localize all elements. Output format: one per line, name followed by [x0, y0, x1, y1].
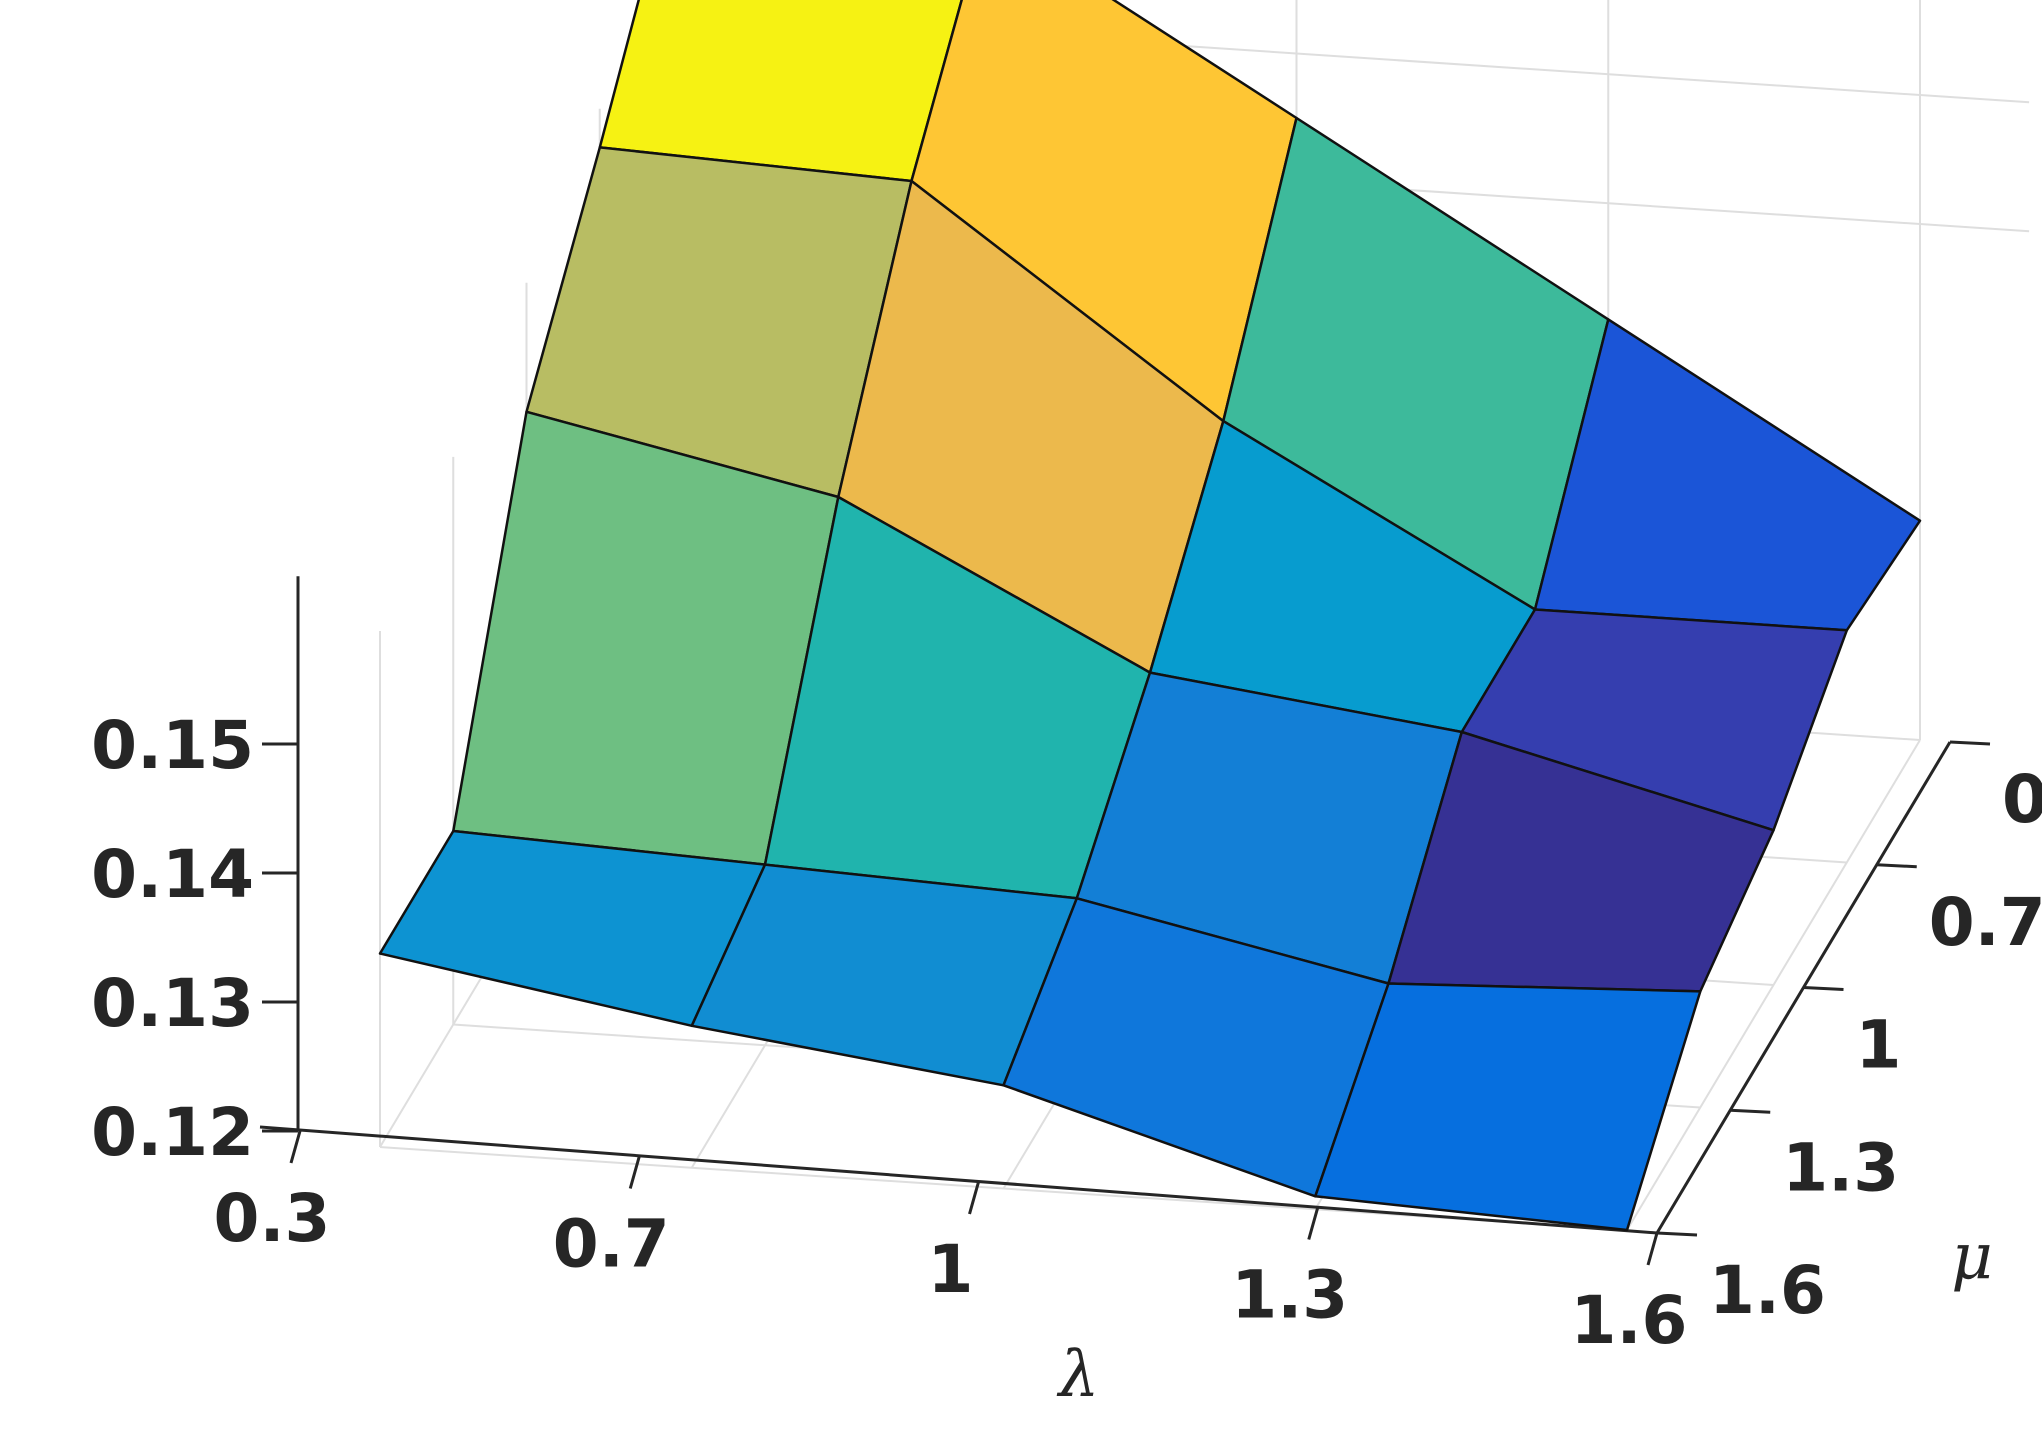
x-tick-mark: [1646, 1232, 1659, 1266]
y-tick-label: 1.3: [1782, 1129, 1899, 1206]
x-axis-title: λ: [1056, 1338, 1100, 1412]
y-tick-mark: [1656, 1231, 1698, 1237]
surface-patch: [1314, 982, 1702, 1232]
axes: [259, 576, 1991, 1266]
x-tick-mark: [1307, 1207, 1320, 1240]
x-tick-label: 0.3: [214, 1180, 331, 1257]
x-tick-label: 1.3: [1231, 1257, 1348, 1334]
y-tick-label: 1: [1856, 1007, 1902, 1084]
z-tick-label: 0.13: [91, 965, 254, 1042]
y-tick-mark: [1803, 986, 1844, 991]
x-axis-line: [259, 1125, 1658, 1235]
y-tick-mark: [1876, 863, 1917, 869]
x-tick-mark: [289, 1130, 302, 1164]
y-tick-label: 0.7: [1929, 884, 2042, 961]
x-tick-mark: [628, 1156, 641, 1189]
tick-labels: 0.12 0.13 0.14 0.15 0.3 0.7 1 1.3 1.6 0.3 0.7 1 1.3 1…: [91, 707, 2042, 1359]
surface-patches: [378, 0, 1922, 1232]
z-tick-label: 0.14: [91, 836, 254, 913]
y-tick-label: 1.6: [1709, 1252, 1826, 1329]
y-tick-mark: [1949, 740, 1991, 746]
x-tick-label: 1: [928, 1231, 974, 1308]
y-tick-mark: [1730, 1108, 1771, 1114]
z-tick-label: 0.12: [91, 1094, 254, 1171]
x-tick-label: 0.7: [553, 1206, 670, 1283]
x-tick-mark: [968, 1181, 980, 1215]
z-tick-label: 0.15: [91, 707, 254, 784]
y-tick-label: 0.3: [2002, 761, 2042, 838]
y-axis-title: μ: [1951, 1220, 1993, 1294]
x-tick-label: 1.6: [1571, 1282, 1688, 1359]
